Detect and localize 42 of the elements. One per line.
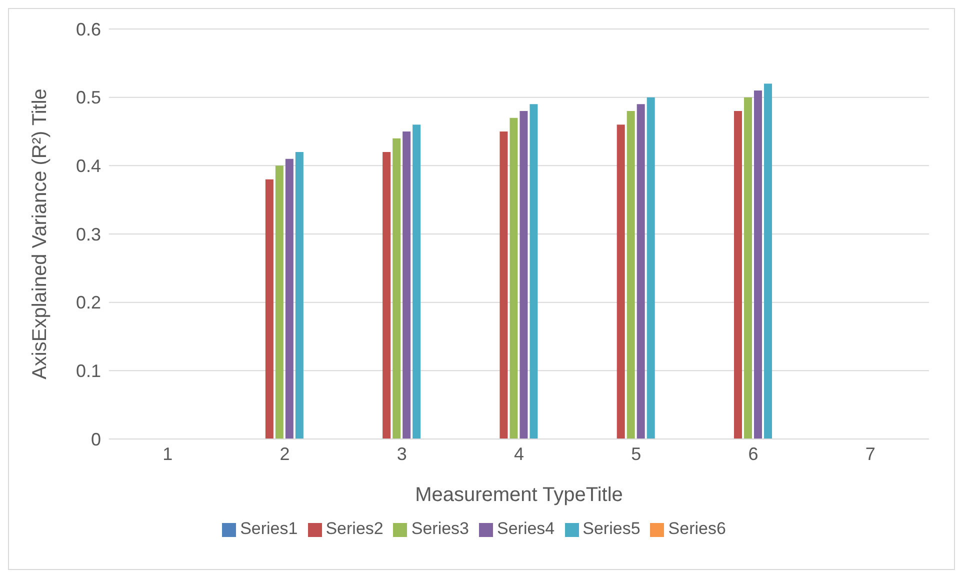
y-tick-label: 0: [90, 429, 101, 450]
bar: [646, 97, 655, 439]
y-axis-title: AxisExplained Variance (R²) Title: [29, 88, 52, 380]
legend-label: Series3: [411, 519, 469, 538]
y-tick-label: 0.5: [76, 88, 101, 108]
bar: [744, 97, 752, 439]
legend-label: Series5: [582, 519, 640, 538]
x-tick-label: 5: [631, 444, 642, 464]
y-tick-label: 0.3: [76, 224, 101, 244]
bar: [520, 111, 528, 439]
bar: [382, 152, 391, 439]
bar: [392, 138, 401, 439]
bar: [754, 90, 762, 439]
legend-label: Series1: [240, 519, 298, 538]
y-tick-label: 0.2: [76, 292, 101, 313]
bar: [530, 104, 538, 439]
x-tick-label: 7: [865, 444, 876, 464]
bar: [402, 132, 411, 439]
x-tick-label: 1: [162, 444, 173, 464]
bar: [510, 118, 518, 439]
bar: [636, 104, 645, 439]
bar: [412, 124, 421, 439]
bar: [734, 111, 742, 439]
bar: [616, 124, 625, 439]
bar: [265, 179, 274, 439]
x-tick-label: 4: [514, 444, 524, 464]
bar: [285, 158, 294, 439]
bar: [764, 84, 772, 439]
bar: [275, 166, 284, 439]
bar: [500, 132, 508, 439]
y-tick-label: 0.1: [76, 361, 101, 382]
x-tick-label: 6: [748, 444, 758, 464]
y-tick-label: 0.4: [76, 156, 101, 176]
legend-label: Series4: [497, 519, 555, 538]
y-tick-label: 0.6: [76, 19, 101, 40]
bar: [295, 152, 304, 439]
x-tick-label: 2: [280, 444, 290, 464]
legend-label: Series2: [326, 519, 384, 538]
x-tick-label: 3: [396, 444, 407, 464]
bar: [626, 111, 635, 439]
legend-label: Series6: [668, 519, 726, 538]
x-axis-title: Measurement TypeTitle: [415, 484, 623, 506]
